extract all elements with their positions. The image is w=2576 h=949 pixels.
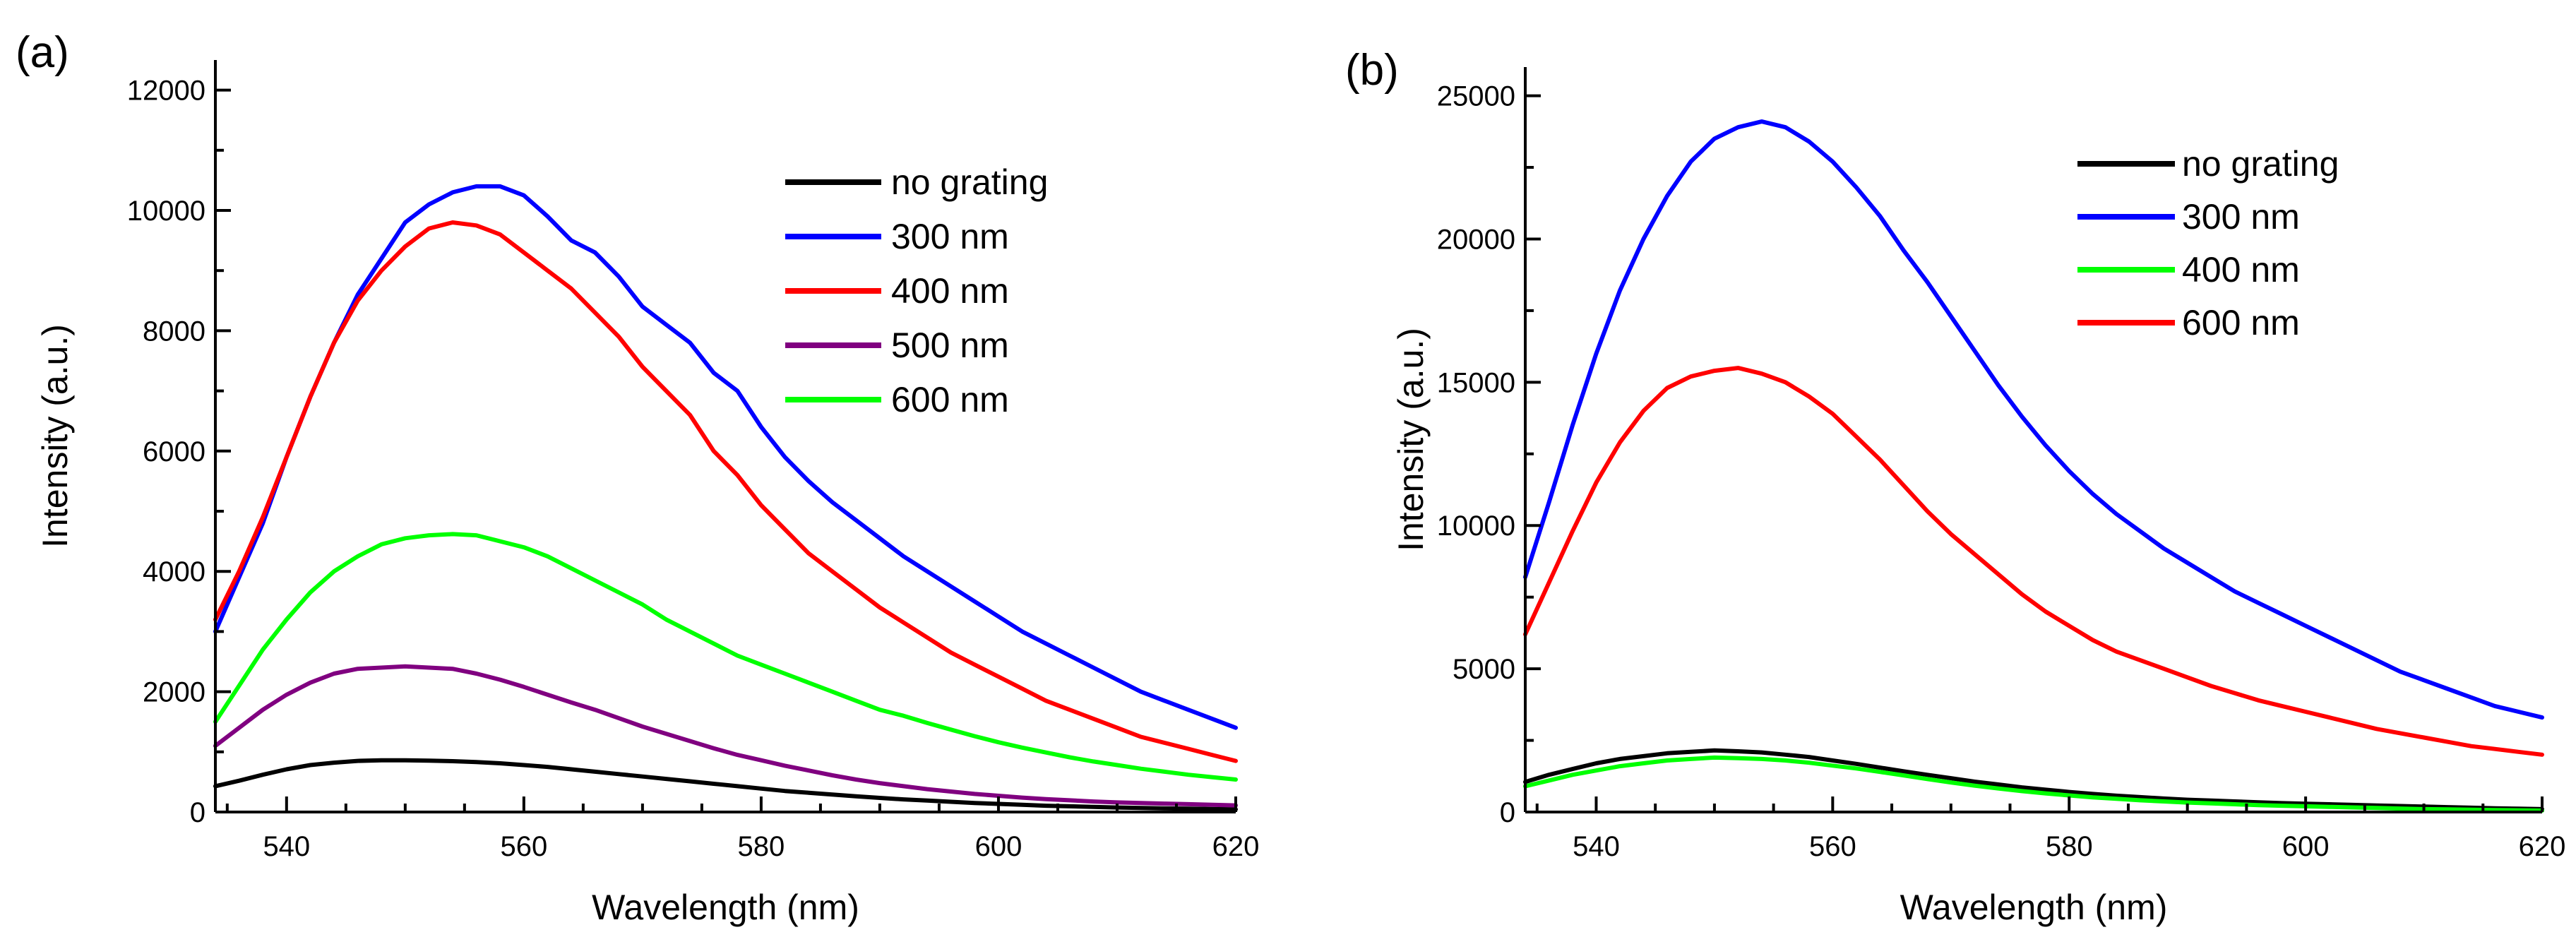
legend-label: no grating: [891, 162, 1048, 202]
x-tick-label: 560: [500, 831, 547, 862]
x-tick-label: 560: [1809, 831, 1856, 862]
series-line-300-nm: [1523, 119, 2544, 720]
y-tick-label: 4000: [143, 556, 205, 587]
legend-label: 600 nm: [2182, 303, 2300, 342]
x-tick-label: 540: [263, 831, 310, 862]
series-line-no-grating: [213, 758, 1238, 812]
x-tick-label: 580: [738, 831, 785, 862]
y-tick-label: 0: [1500, 797, 1515, 828]
chart-panel-a: (a) 540 560 580 600 620 0 2000 4000 6000 8000 10000…: [16, 28, 1259, 927]
legend-label: 400 nm: [2182, 250, 2300, 290]
series-line-400-nm: [213, 220, 1238, 763]
series-line-600-nm: [213, 532, 1238, 782]
y-tick-label: 20000: [1437, 224, 1515, 255]
x-axis-title: Wavelength (nm): [1900, 888, 2168, 927]
x-axis-title: Wavelength (nm): [592, 888, 859, 927]
legend-label: 300 nm: [2182, 197, 2300, 237]
legend-label: 500 nm: [891, 326, 1009, 365]
y-tick-label: 8000: [143, 316, 205, 347]
panel-label: (b): [1345, 46, 1399, 95]
y-tick-label: 15000: [1437, 367, 1515, 398]
series-group: [1523, 119, 2544, 813]
x-tick-label: 580: [2046, 831, 2093, 862]
legend-label: 300 nm: [891, 217, 1009, 256]
y-tick-label: 10000: [1437, 511, 1515, 542]
x-tick-label: 620: [2519, 831, 2566, 862]
legend: no grating 300 nm 400 nm 600 nm: [2077, 144, 2339, 342]
series-line-600-nm: [1523, 366, 2544, 757]
legend: no grating 300 nm 400 nm 500 nm 600 nm: [785, 162, 1048, 419]
legend-label: 600 nm: [891, 380, 1009, 419]
y-tick-label: 10000: [127, 196, 205, 227]
y-tick-label: 0: [190, 797, 205, 828]
series-line-no-grating: [1523, 748, 2544, 811]
x-tick-label: 620: [1212, 831, 1260, 862]
y-tick-label: 2000: [143, 677, 205, 708]
x-tick-label: 540: [1573, 831, 1620, 862]
series-group: [213, 184, 1238, 812]
panel-label: (a): [16, 28, 69, 77]
y-axis-title: Intensity (a.u.): [35, 324, 75, 548]
y-axis-title: Intensity (a.u.): [1391, 328, 1431, 551]
y-tick-label: 5000: [1453, 654, 1515, 685]
y-tick-label: 6000: [143, 436, 205, 467]
x-tick-label: 600: [975, 831, 1022, 862]
legend-label: 400 nm: [891, 271, 1009, 311]
series-line-500-nm: [213, 664, 1238, 808]
series-line-300-nm: [213, 184, 1238, 730]
x-tick-label: 600: [2282, 831, 2330, 862]
y-tick-label: 25000: [1437, 81, 1515, 112]
y-tick-label: 12000: [127, 76, 205, 107]
legend-label: no grating: [2182, 144, 2339, 184]
series-line-400-nm: [1523, 755, 2544, 813]
chart-panel-b: (b) 540 560 580 600 620 0 5000 10000 15000 20000 25…: [1345, 46, 2565, 927]
